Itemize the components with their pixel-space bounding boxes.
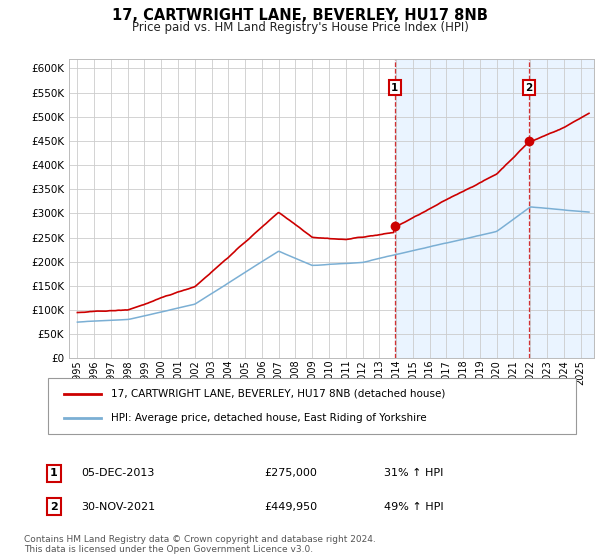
Text: 1: 1 (391, 83, 398, 93)
Text: Contains HM Land Registry data © Crown copyright and database right 2024.: Contains HM Land Registry data © Crown c… (24, 535, 376, 544)
Text: This data is licensed under the Open Government Licence v3.0.: This data is licensed under the Open Gov… (24, 545, 313, 554)
Text: 49% ↑ HPI: 49% ↑ HPI (384, 502, 443, 512)
Bar (395, 59, 594, 358)
Text: 2: 2 (50, 502, 58, 512)
Text: 1: 1 (50, 468, 58, 478)
Text: 2: 2 (525, 83, 533, 93)
Text: HPI: Average price, detached house, East Riding of Yorkshire: HPI: Average price, detached house, East… (112, 413, 427, 423)
Text: £449,950: £449,950 (264, 502, 317, 512)
Text: 17, CARTWRIGHT LANE, BEVERLEY, HU17 8NB (detached house): 17, CARTWRIGHT LANE, BEVERLEY, HU17 8NB … (112, 389, 446, 399)
Text: Price paid vs. HM Land Registry's House Price Index (HPI): Price paid vs. HM Land Registry's House … (131, 21, 469, 34)
Text: 31% ↑ HPI: 31% ↑ HPI (384, 468, 443, 478)
FancyBboxPatch shape (48, 378, 576, 434)
Text: 05-DEC-2013: 05-DEC-2013 (81, 468, 154, 478)
Text: 17, CARTWRIGHT LANE, BEVERLEY, HU17 8NB: 17, CARTWRIGHT LANE, BEVERLEY, HU17 8NB (112, 8, 488, 24)
Text: £275,000: £275,000 (264, 468, 317, 478)
Text: 30-NOV-2021: 30-NOV-2021 (81, 502, 155, 512)
